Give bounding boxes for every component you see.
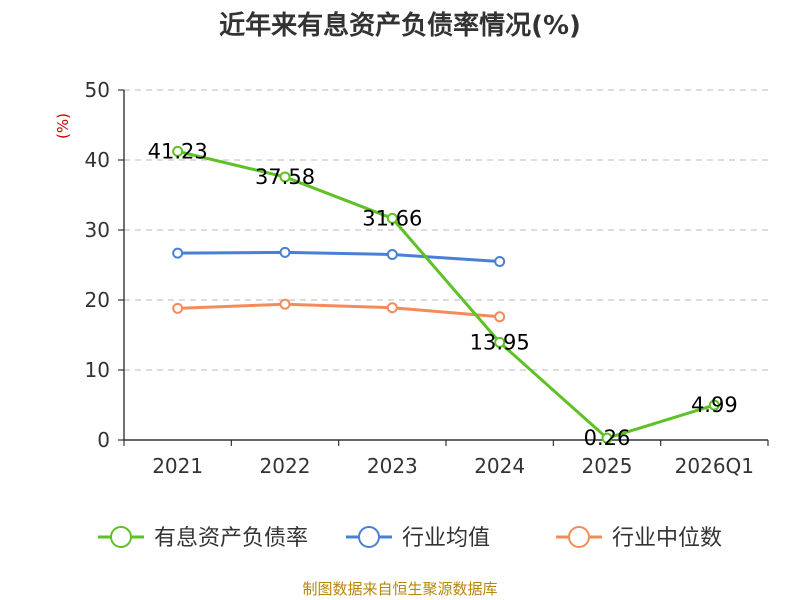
chart-title: 近年来有息资产负债率情况(%): [219, 10, 581, 41]
data-point: [708, 399, 720, 411]
grid: [124, 89, 768, 371]
legend-marker: [358, 526, 380, 548]
legend-label: 行业中位数: [612, 526, 722, 551]
y-tick-label: 20: [85, 288, 110, 312]
y-axis-unit: (%): [54, 113, 72, 139]
data-point: [386, 302, 398, 314]
x-axis-ticks: 2021 2022 2023 2024 2025 2026Q1: [152, 454, 754, 478]
y-tick-label: 30: [85, 218, 110, 242]
y-tick-label: 0: [97, 428, 110, 452]
data-label: 4.99: [691, 393, 738, 417]
data-point: [172, 145, 184, 157]
data-point: [601, 432, 613, 444]
series-line: [177, 149, 715, 440]
data-label: 0.26: [584, 426, 631, 450]
data-label: 41.23: [148, 139, 208, 163]
data-point: [494, 256, 506, 267]
data-label: 13.95: [470, 330, 530, 354]
data-labels: 41.23 37.58 31.66 13.95 0.26 4.99: [148, 139, 738, 450]
series-line: [177, 302, 500, 319]
y-axis-ticks: 0 10 20 30 40 50: [85, 78, 110, 452]
axes: [118, 89, 769, 446]
data-point: [279, 246, 291, 258]
x-tick-label: 2021: [152, 454, 203, 478]
data-label: 37.58: [255, 165, 315, 189]
legend-marker: [568, 526, 590, 548]
y-tick-label: 50: [85, 78, 110, 102]
y-tick-label: 40: [85, 148, 110, 172]
data-point: [386, 212, 398, 224]
data-point: [172, 247, 184, 259]
series-group: [172, 145, 720, 444]
series-line: [177, 250, 500, 263]
data-point: [494, 311, 506, 323]
legend-label: 行业均值: [402, 526, 490, 551]
legend-marker: [110, 526, 132, 548]
legend: 有息资产负债率 行业均值 行业中位数: [98, 526, 722, 551]
data-point: [172, 302, 184, 314]
data-label: 31.66: [362, 206, 422, 230]
data-point: [279, 298, 291, 310]
data-point: [386, 249, 398, 260]
data-point: [494, 336, 506, 348]
x-tick-label: 2024: [474, 454, 525, 478]
x-tick-label: 2026Q1: [675, 454, 754, 478]
x-tick-label: 2022: [260, 454, 311, 478]
x-tick-label: 2025: [582, 454, 633, 478]
legend-label: 有息资产负债率: [154, 526, 308, 551]
source-note: 制图数据来自恒生聚源数据库: [302, 580, 497, 598]
data-point: [279, 171, 291, 183]
y-tick-label: 10: [85, 358, 110, 382]
x-tick-label: 2023: [367, 454, 418, 478]
